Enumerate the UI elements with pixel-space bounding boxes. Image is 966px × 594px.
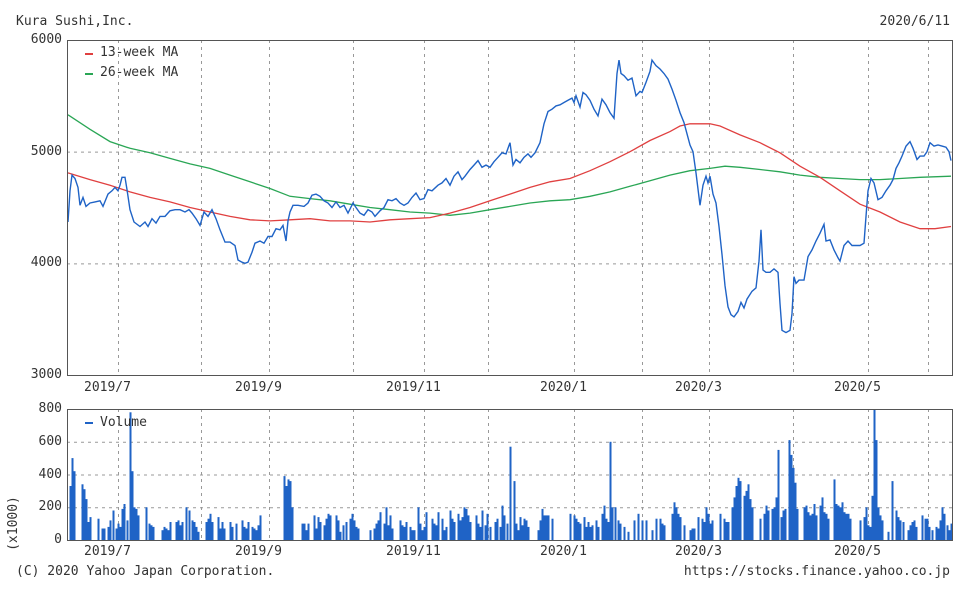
price-x-label: 2019/7 bbox=[84, 380, 131, 395]
volume-y-label-600: 600 bbox=[38, 434, 62, 449]
volume-legend-label: Volume bbox=[100, 415, 147, 430]
price-frame bbox=[67, 40, 953, 376]
volume-bars bbox=[69, 409, 953, 541]
ma26-legend-label: 26-week MA bbox=[100, 65, 179, 80]
volume-x-label: 2019/9 bbox=[235, 544, 282, 559]
copyright: (C) 2020 Yahoo Japan Corporation. bbox=[16, 564, 275, 579]
volume-x-label: 2020/5 bbox=[834, 544, 881, 559]
price-line bbox=[67, 58, 952, 334]
price-x-label: 2020/1 bbox=[540, 380, 587, 395]
volume-x-label: 2019/11 bbox=[386, 544, 441, 559]
price-x-label: 2019/9 bbox=[235, 380, 282, 395]
price-y-label-5000: 5000 bbox=[30, 144, 62, 159]
ma13-legend-label: 13-week MA bbox=[100, 45, 179, 60]
volume-x-label: 2019/7 bbox=[84, 544, 131, 559]
company-title: Kura Sushi,Inc. bbox=[16, 14, 134, 29]
price-x-label: 2019/11 bbox=[386, 380, 441, 395]
volume-frame bbox=[67, 409, 953, 541]
ma26-line bbox=[67, 114, 952, 216]
price-y-label-4000: 4000 bbox=[30, 255, 62, 270]
source-url[interactable]: https://stocks.finance.yahoo.co.jp bbox=[683, 564, 950, 579]
volume-y-label-0: 0 bbox=[54, 532, 62, 547]
volume-x-label: 2020/1 bbox=[540, 544, 587, 559]
price-grid bbox=[67, 40, 952, 375]
price-x-label: 2020/5 bbox=[834, 380, 881, 395]
ma13-line bbox=[67, 123, 952, 230]
price-x-label: 2020/3 bbox=[675, 380, 722, 395]
volume-y-label-400: 400 bbox=[38, 467, 62, 482]
price-y-label-3000: 3000 bbox=[30, 367, 62, 382]
chart-date: 2020/6/11 bbox=[879, 14, 950, 29]
volume-x-label: 2020/3 bbox=[675, 544, 722, 559]
volume-y-label-800: 800 bbox=[38, 401, 62, 416]
volume-y-label-200: 200 bbox=[38, 499, 62, 514]
price-y-label-6000: 6000 bbox=[30, 32, 62, 47]
